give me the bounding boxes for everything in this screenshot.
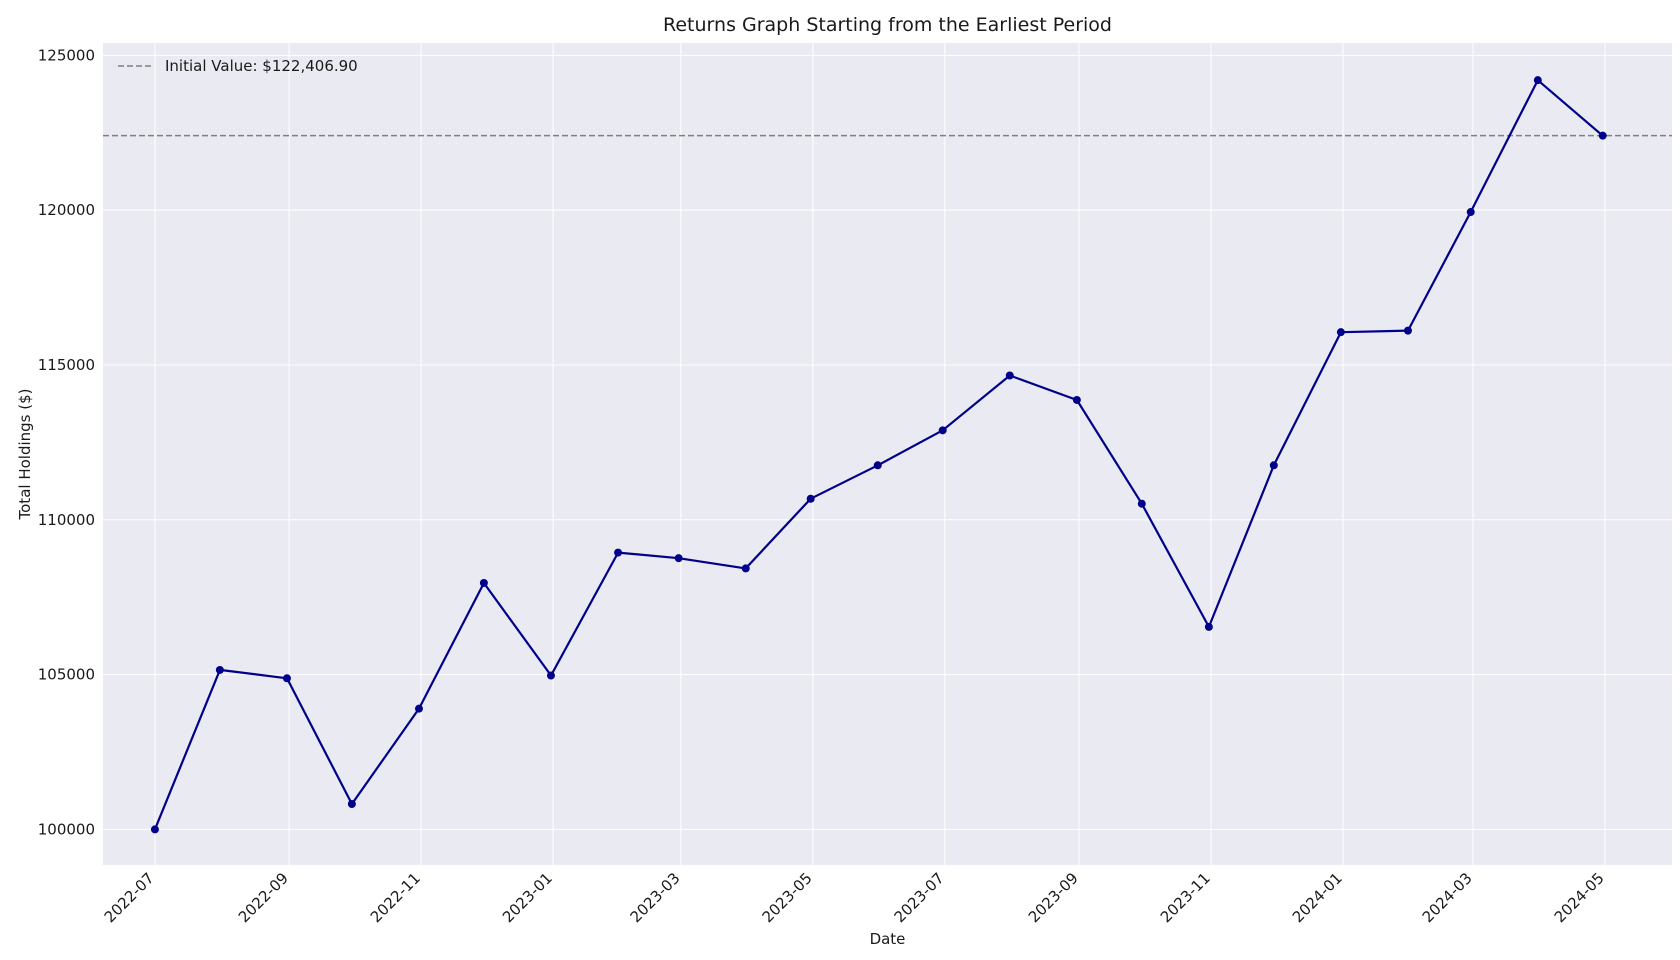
data-point [1533, 76, 1542, 85]
data-point [347, 800, 356, 809]
data-point [1403, 326, 1412, 335]
data-point [741, 564, 750, 573]
plot-area [103, 43, 1672, 865]
data-point [546, 671, 555, 680]
legend-label: Initial Value: $122,406.90 [165, 57, 358, 75]
x-axis-label: Date [870, 930, 906, 948]
x-tick-label: 2022-07 [101, 869, 158, 926]
y-tick-label: 115000 [38, 356, 95, 374]
y-axis-label: Total Holdings ($) [16, 389, 34, 521]
x-tick-label: 2022-09 [235, 869, 292, 926]
data-point [1269, 461, 1278, 470]
data-point [1072, 395, 1081, 404]
data-point [1336, 328, 1345, 337]
data-point [215, 665, 224, 674]
data-point [1598, 131, 1607, 140]
chart-title: Returns Graph Starting from the Earliest… [663, 14, 1112, 36]
x-tick-label: 2023-11 [1157, 869, 1214, 926]
data-point [282, 674, 291, 683]
x-axis-ticks: 2022-07 2022-09 2022-11 2023-01 2023-03 2023-… [101, 869, 1608, 926]
data-point [938, 426, 947, 435]
legend: Initial Value: $122,406.90 [118, 57, 358, 75]
data-point [150, 825, 159, 834]
data-point [614, 548, 623, 557]
x-tick-label: 2023-03 [627, 869, 684, 926]
data-points [150, 76, 1607, 834]
data-point [1466, 208, 1475, 217]
gridlines [103, 43, 1672, 865]
y-tick-label: 125000 [38, 46, 95, 64]
x-tick-label: 2023-07 [891, 869, 948, 926]
y-tick-label: 110000 [38, 511, 95, 529]
x-tick-label: 2024-03 [1419, 869, 1476, 926]
data-point [674, 554, 683, 563]
data-point [1204, 622, 1213, 631]
x-tick-label: 2024-01 [1289, 869, 1346, 926]
x-tick-label: 2023-01 [499, 869, 556, 926]
data-point [873, 461, 882, 470]
x-tick-label: 2023-05 [759, 869, 816, 926]
y-axis-ticks: 100000 105000 110000 115000 120000 125000 [38, 46, 95, 838]
data-point [479, 578, 488, 587]
x-tick-label: 2022-11 [367, 869, 424, 926]
data-point [1137, 499, 1146, 508]
x-tick-label: 2023-09 [1025, 869, 1082, 926]
data-point [806, 494, 815, 503]
x-tick-label: 2024-05 [1551, 869, 1608, 926]
data-point [1005, 371, 1014, 380]
y-tick-label: 100000 [38, 820, 95, 838]
data-point [414, 704, 423, 713]
y-tick-label: 120000 [38, 201, 95, 219]
y-tick-label: 105000 [38, 666, 95, 684]
